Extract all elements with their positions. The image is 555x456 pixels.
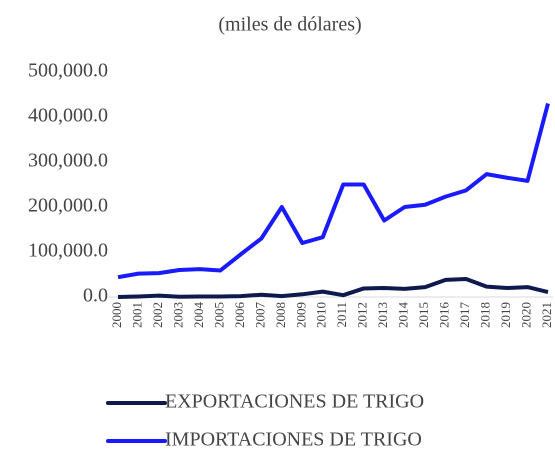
x-tick-label: 2019 bbox=[498, 302, 513, 328]
x-tick-label: 2021 bbox=[539, 302, 554, 328]
y-tick-label: 400,000.0 bbox=[28, 105, 108, 127]
x-tick-label: 2013 bbox=[375, 302, 390, 328]
x-tick-label: 2015 bbox=[416, 302, 431, 328]
x-tick-label: 2006 bbox=[232, 302, 247, 329]
x-tick-label: 2009 bbox=[293, 302, 308, 328]
y-tick-label: 200,000.0 bbox=[28, 195, 108, 217]
x-tick-label: 2016 bbox=[437, 302, 452, 329]
line-series bbox=[117, 102, 550, 280]
x-tick-label: 2001 bbox=[129, 302, 144, 328]
x-tick-label: 2018 bbox=[478, 302, 493, 328]
x-tick-label: 2000 bbox=[109, 302, 124, 328]
chart-title: (miles de dólares) bbox=[218, 14, 361, 36]
x-tick-label: 2011 bbox=[334, 302, 349, 328]
y-tick-label: 300,000.0 bbox=[28, 150, 108, 172]
x-tick-label: 2012 bbox=[355, 302, 370, 328]
x-tick-label: 2002 bbox=[150, 302, 165, 328]
x-tick-label: 2008 bbox=[273, 302, 288, 328]
x-tick-label: 2005 bbox=[211, 302, 226, 328]
x-tick-label: 2010 bbox=[314, 302, 329, 328]
x-tick-label: 2007 bbox=[252, 302, 267, 329]
x-tick-label: 2020 bbox=[519, 302, 534, 328]
legend-label: IMPORTACIONES DE TRIGO bbox=[165, 429, 422, 451]
line-series bbox=[117, 277, 549, 299]
y-tick-label: 0.0 bbox=[83, 285, 108, 307]
x-tick-label: 2017 bbox=[457, 302, 472, 329]
legend-label: EXPORTACIONES DE TRIGO bbox=[165, 391, 424, 413]
y-tick-label: 500,000.0 bbox=[28, 60, 108, 82]
x-tick-label: 2014 bbox=[396, 302, 411, 329]
x-tick-label: 2004 bbox=[191, 302, 206, 329]
x-tick-label: 2003 bbox=[170, 302, 185, 328]
y-tick-label: 100,000.0 bbox=[28, 240, 108, 262]
